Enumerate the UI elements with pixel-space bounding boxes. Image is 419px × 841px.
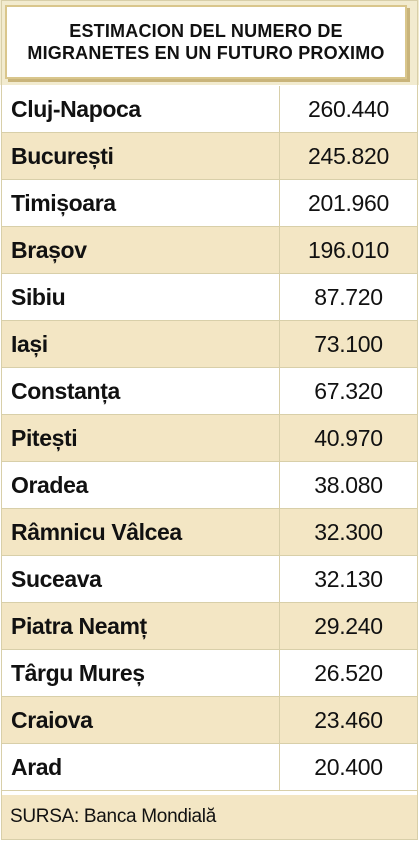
- city-name-cell: Timișoara: [2, 180, 280, 226]
- migrant-count-cell: 73.100: [314, 330, 383, 357]
- migrant-count-cell: 26.520: [314, 659, 383, 686]
- city-name-cell: Oradea: [2, 462, 280, 508]
- table-row: Timișoara 201.960: [2, 180, 417, 227]
- table-row: Constanța 67.320: [2, 368, 417, 415]
- city-name-cell: Brașov: [2, 227, 280, 273]
- migrant-count-cell: 32.130: [314, 565, 383, 592]
- city-name-cell: Sibiu: [2, 274, 280, 320]
- city-name-cell: Târgu Mureș: [2, 650, 280, 696]
- migrant-count-cell: 23.460: [314, 706, 383, 733]
- table-row: Cluj-Napoca 260.440: [2, 86, 417, 133]
- table-header: ESTIMACION DEL NUMERO DE MIGRANETES EN U…: [0, 0, 419, 85]
- table-row: Suceava 32.130: [2, 556, 417, 603]
- city-name-cell: Constanța: [2, 368, 280, 414]
- city-name-cell: Cluj-Napoca: [2, 86, 280, 132]
- table-row: Târgu Mureș 26.520: [2, 650, 417, 697]
- migrant-count-cell: 29.240: [314, 612, 383, 639]
- city-name-cell: Piatra Neamț: [2, 603, 280, 649]
- table-row: Brașov 196.010: [2, 227, 417, 274]
- migrant-count-cell: 32.300: [314, 518, 383, 545]
- table-row: Sibiu 87.720: [2, 274, 417, 321]
- migrant-count-cell: 87.720: [314, 283, 383, 310]
- table-row: Arad 20.400: [2, 744, 417, 791]
- table-row: Râmnicu Vâlcea 32.300: [2, 509, 417, 556]
- migrant-count-cell: 38.080: [314, 471, 383, 498]
- migrant-count-cell: 201.960: [307, 189, 390, 216]
- migrant-count-cell: 67.320: [314, 377, 383, 404]
- table-row: București 245.820: [2, 133, 417, 180]
- table-row: Craiova 23.460: [2, 697, 417, 744]
- title-box: ESTIMACION DEL NUMERO DE MIGRANETES EN U…: [5, 5, 407, 79]
- city-name-cell: București: [2, 133, 280, 179]
- table-row: Iași 73.100: [2, 321, 417, 368]
- data-table: Cluj-Napoca 260.440 București 245.820 Timișo…: [2, 86, 417, 791]
- city-name-cell: Iași: [2, 321, 280, 367]
- table-title: ESTIMACION DEL NUMERO DE MIGRANETES EN U…: [27, 21, 385, 63]
- source-note: SURSA: Banca Mondială: [2, 795, 417, 839]
- city-name-cell: Craiova: [2, 697, 280, 743]
- city-name-cell: Suceava: [2, 556, 280, 602]
- city-name-cell: Pitești: [2, 415, 280, 461]
- migrant-count-cell: 196.010: [307, 236, 390, 263]
- migrant-count-cell: 260.440: [307, 95, 390, 122]
- migrant-count-cell: 245.820: [307, 142, 390, 169]
- city-name-cell: Arad: [2, 744, 280, 790]
- table-row: Piatra Neamț 29.240: [2, 603, 417, 650]
- city-name-cell: Râmnicu Vâlcea: [2, 509, 280, 555]
- table-row: Oradea 38.080: [2, 462, 417, 509]
- migrant-count-cell: 40.970: [314, 424, 383, 451]
- table-row: Pitești 40.970: [2, 415, 417, 462]
- migrant-count-cell: 20.400: [314, 753, 383, 780]
